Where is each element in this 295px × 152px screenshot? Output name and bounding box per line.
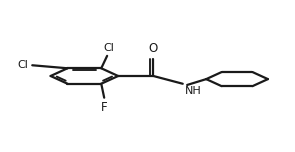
Text: Cl: Cl: [103, 43, 114, 53]
Text: NH: NH: [185, 86, 202, 96]
Text: O: O: [149, 42, 158, 55]
Text: F: F: [101, 101, 107, 114]
Text: Cl: Cl: [17, 59, 28, 69]
